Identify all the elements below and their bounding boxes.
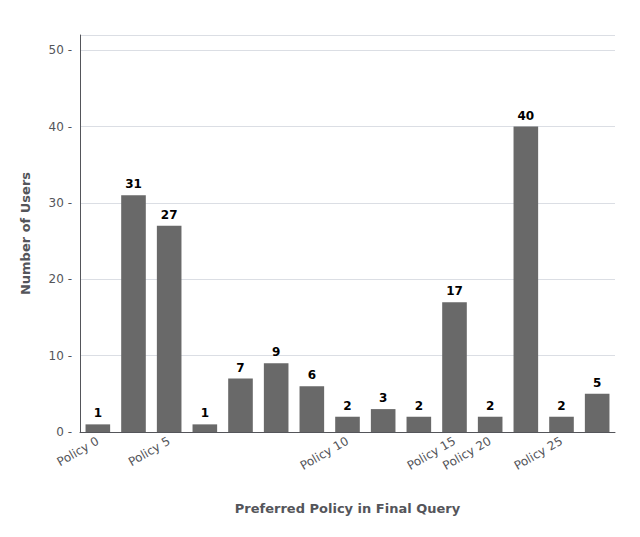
svg-text:31: 31 bbox=[125, 177, 142, 191]
svg-text:0 -: 0 - bbox=[56, 425, 72, 439]
svg-text:17: 17 bbox=[446, 284, 463, 298]
svg-text:27: 27 bbox=[161, 208, 178, 222]
svg-text:Policy 15: Policy 15 bbox=[404, 433, 458, 473]
svg-text:7: 7 bbox=[236, 361, 244, 375]
svg-text:2: 2 bbox=[557, 399, 565, 413]
svg-text:Number of Users: Number of Users bbox=[18, 172, 33, 295]
svg-text:9: 9 bbox=[272, 345, 280, 359]
svg-text:2: 2 bbox=[415, 399, 423, 413]
svg-text:6: 6 bbox=[308, 368, 316, 382]
svg-text:Policy 25: Policy 25 bbox=[512, 434, 565, 473]
svg-text:5: 5 bbox=[593, 376, 601, 390]
svg-text:2: 2 bbox=[486, 399, 494, 413]
svg-text:3: 3 bbox=[379, 391, 387, 405]
svg-text:Policy 20: Policy 20 bbox=[440, 434, 493, 473]
svg-text:30 -: 30 - bbox=[49, 196, 72, 210]
svg-text:1: 1 bbox=[94, 406, 102, 420]
svg-text:Policy 10: Policy 10 bbox=[298, 434, 351, 473]
svg-text:Policy 0: Policy 0 bbox=[55, 434, 102, 469]
svg-text:1: 1 bbox=[201, 406, 209, 420]
svg-text:Policy 5: Policy 5 bbox=[126, 434, 173, 469]
svg-text:40 -: 40 - bbox=[49, 120, 72, 134]
svg-text:40: 40 bbox=[517, 109, 534, 123]
svg-text:20 -: 20 - bbox=[49, 272, 72, 286]
svg-text:2: 2 bbox=[343, 399, 351, 413]
svg-text:10 -: 10 - bbox=[49, 349, 72, 363]
svg-text:50 -: 50 - bbox=[49, 43, 72, 57]
svg-text:Preferred Policy in Final Quer: Preferred Policy in Final Query bbox=[235, 501, 461, 516]
